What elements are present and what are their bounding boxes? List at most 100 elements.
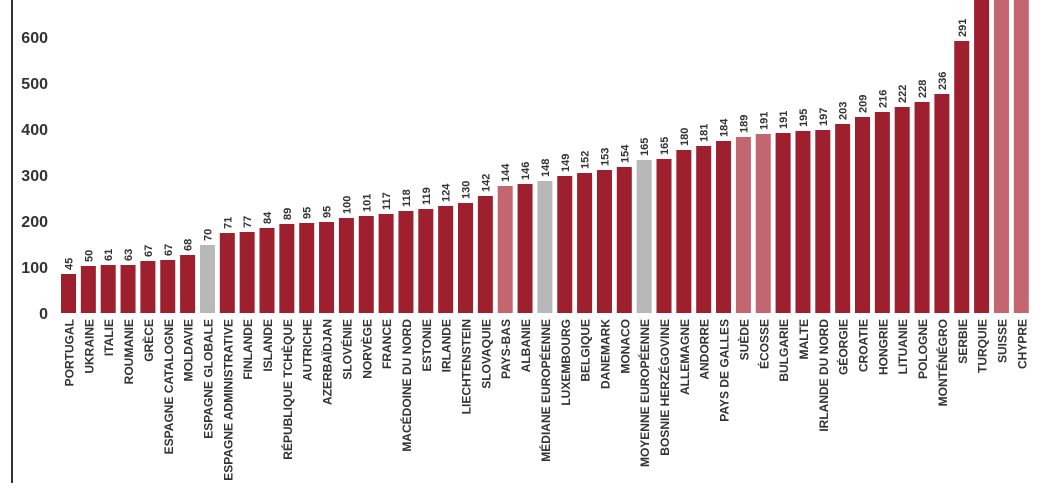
- x-tick-label: ROUMANIE: [122, 319, 136, 384]
- data-label: 63: [123, 249, 135, 261]
- data-label: 100: [341, 196, 353, 214]
- bar: [735, 137, 751, 313]
- x-tick-label: FRANCE: [380, 319, 394, 369]
- data-label: 148: [540, 159, 552, 177]
- bar: [477, 196, 493, 313]
- bar: [378, 214, 394, 313]
- data-label: 119: [421, 187, 433, 205]
- x-tick-label: ESTONIE: [420, 319, 434, 371]
- bar: [557, 176, 573, 313]
- data-label: 67: [143, 245, 155, 257]
- x-tick-label: MONACO: [618, 319, 632, 374]
- bar: [80, 266, 96, 313]
- x-tick-label: SUÈDE: [736, 319, 751, 360]
- data-label: 117: [381, 192, 393, 210]
- bar: [835, 124, 851, 313]
- y-tick-label: 200: [21, 214, 48, 231]
- bar: [338, 218, 354, 313]
- bar: [199, 245, 215, 313]
- bar: [458, 203, 473, 313]
- bar: [1013, 0, 1029, 313]
- bar: [795, 131, 811, 313]
- bar: [438, 206, 454, 313]
- x-tick-label: ÉCOSSE: [756, 319, 771, 369]
- data-label: 165: [639, 138, 651, 156]
- x-tick-label: PAYS-BAS: [499, 319, 513, 379]
- x-tick-label: AZERBAÏDJAN: [320, 319, 335, 405]
- x-tick-label: SLOVAQUIE: [479, 319, 493, 389]
- data-label: 95: [322, 206, 334, 218]
- x-tick-label: CROATIE: [857, 319, 871, 372]
- x-tick-label: GRÈCE: [141, 319, 156, 362]
- data-label: 291: [957, 19, 969, 37]
- bar: [696, 146, 712, 313]
- x-tick-label: RÉPUBLIQUE TCHÈQUE: [280, 319, 295, 460]
- data-label: 184: [719, 118, 731, 137]
- x-tick-label: FINLANDE: [241, 319, 255, 380]
- bar: [894, 107, 910, 313]
- bar: [279, 224, 295, 313]
- x-tick-label: HONGRIE: [876, 319, 890, 375]
- data-label: 189: [738, 115, 750, 133]
- x-tick-label: DANEMARK: [598, 319, 612, 389]
- bar: [656, 159, 672, 313]
- x-tick-label: MOYENNE EUROPÉENNE: [637, 319, 652, 467]
- data-label: 191: [758, 112, 770, 130]
- data-label: 180: [679, 128, 691, 146]
- bar: [398, 211, 414, 313]
- bar: [497, 186, 513, 313]
- bar: [577, 173, 593, 313]
- data-label: 153: [599, 148, 611, 166]
- bar: [775, 133, 791, 313]
- bar: [537, 181, 553, 313]
- bar: [716, 141, 732, 313]
- x-tick-label: TURQUIE: [976, 319, 990, 373]
- bar: [974, 0, 990, 313]
- data-label: 142: [480, 174, 492, 192]
- bar: [636, 160, 652, 313]
- data-label: 61: [103, 249, 115, 261]
- value-labels-group: 45 50 61 63 67 67 68 70 71 77 84 89 95 95 100 101 117 118…: [64, 19, 969, 270]
- data-label: 181: [699, 124, 711, 142]
- x-tick-label: POLOGNE: [916, 319, 930, 379]
- x-tick-label: LUXEMBOURG: [559, 319, 573, 406]
- bar: [239, 232, 255, 313]
- x-tick-label: MALTE: [797, 319, 811, 359]
- data-label: 149: [560, 154, 572, 172]
- x-tick-label: SUISSE: [995, 319, 1009, 363]
- x-tick-label: LIECHTENSTEIN: [460, 319, 474, 414]
- y-tick-label: 100: [21, 260, 48, 277]
- x-tick-label: PORTUGAL: [63, 319, 77, 386]
- data-label: 209: [858, 95, 870, 113]
- bar: [855, 117, 870, 313]
- x-tick-label: CHYPRE: [1015, 319, 1029, 369]
- y-tick-label: 400: [21, 122, 48, 139]
- data-label: 154: [619, 144, 631, 163]
- data-label: 124: [441, 183, 453, 202]
- x-tick-label: ITALIE: [102, 319, 116, 356]
- data-label: 216: [877, 90, 889, 108]
- bar: [914, 102, 930, 313]
- data-label: 144: [500, 163, 512, 182]
- x-tick-label: AUTRICHE: [301, 319, 315, 381]
- data-label: 191: [778, 111, 790, 129]
- data-label: 68: [183, 239, 195, 251]
- x-tick-label: ALLEMAGNE: [678, 319, 692, 395]
- bar: [934, 94, 950, 313]
- x-tick-label: ESPAGNE GLOBALE: [201, 319, 215, 439]
- data-label: 70: [202, 229, 214, 241]
- bar: [160, 260, 176, 313]
- x-tick-label: ANDORRE: [698, 319, 712, 380]
- bar: [299, 223, 315, 313]
- y-tick-label: 500: [21, 76, 48, 93]
- x-tick-label: IRLANDE: [440, 319, 454, 372]
- data-label: 71: [222, 217, 234, 229]
- bar: [874, 112, 890, 313]
- x-tick-label: MOLDAVIE: [182, 319, 196, 381]
- data-label: 89: [282, 208, 294, 220]
- x-tick-label: BELGIQUE: [579, 319, 593, 382]
- bar: [993, 0, 1009, 313]
- x-tick-label: MÉDIANE EUROPÉENNE: [538, 319, 553, 462]
